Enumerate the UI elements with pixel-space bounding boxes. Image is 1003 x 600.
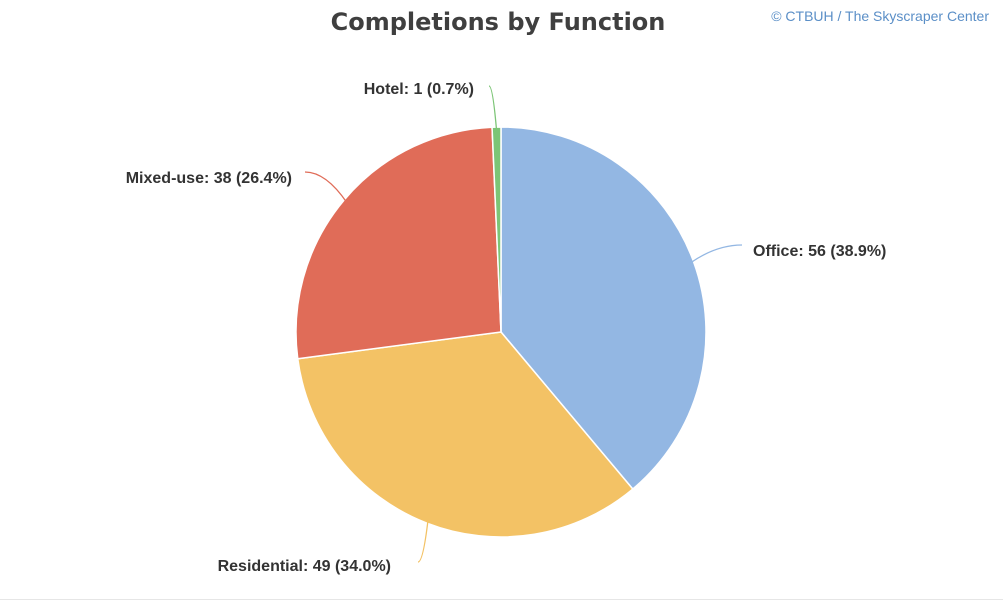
label-office: Office: 56 (38.9%) <box>753 243 886 260</box>
credit-link[interactable]: © CTBUH / The Skyscraper Center <box>771 8 989 24</box>
pie-slice-residential[interactable] <box>296 331 634 538</box>
pie-labels: Office: 56 (38.9%) Residential: 49 (34.0%… <box>126 81 887 575</box>
pie-slices <box>295 126 707 538</box>
connector-mixed-use <box>304 171 348 204</box>
connector-hotel <box>488 85 498 132</box>
label-hotel: Hotel: 1 (0.7%) <box>364 81 474 98</box>
label-connectors <box>304 85 743 563</box>
pie-slice-mixed-use[interactable] <box>295 126 502 360</box>
label-residential: Residential: 49 (34.0%) <box>218 558 391 575</box>
chart-title: Completions by Function <box>330 8 666 36</box>
label-mixed-use: Mixed-use: 38 (26.4%) <box>126 170 292 187</box>
connector-residential <box>417 519 429 563</box>
pie-slice-office[interactable] <box>500 126 707 491</box>
connector-office <box>689 244 743 264</box>
